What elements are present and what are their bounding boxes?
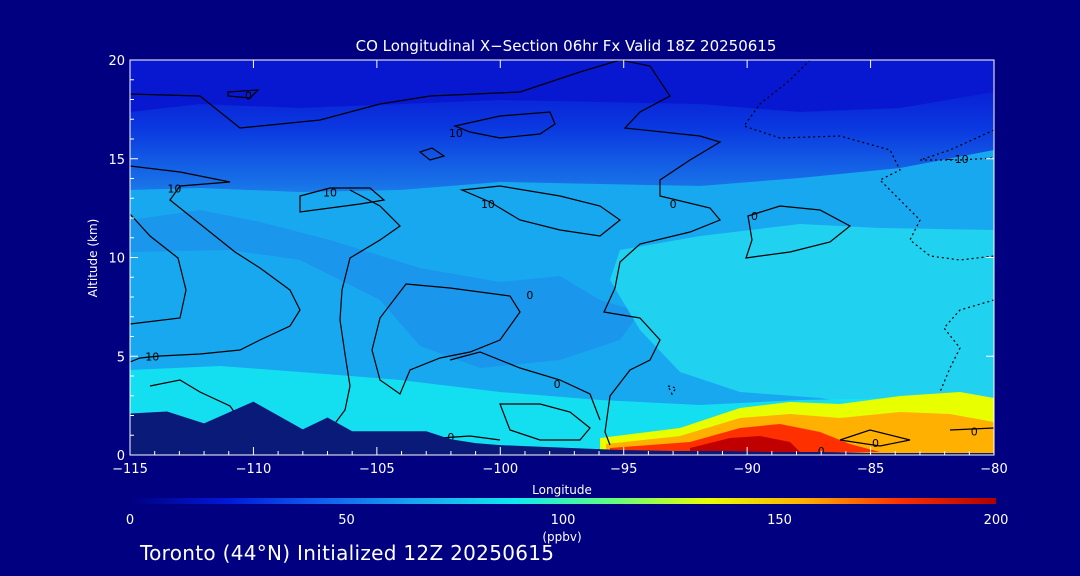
contour-label: 10 <box>481 198 495 211</box>
contour-label: 0 <box>670 198 677 211</box>
colorbar-tick-label: 100 <box>551 513 576 528</box>
colorbar-tick-label: 50 <box>338 513 355 528</box>
contour-label: 10 <box>449 127 463 140</box>
x-axis-label: Longitude <box>532 483 592 497</box>
contour-lines-solid <box>130 60 994 447</box>
y-axis-label: Altitude (km) <box>86 219 100 298</box>
y-tick-label: 20 <box>108 54 125 69</box>
plot-area: 0 10 −10 10 10 10 0 0 0 10 0 0 0 0 0 <box>130 60 994 458</box>
x-tick-label: −95 <box>610 462 637 477</box>
x-tick-label: −85 <box>857 462 884 477</box>
field-band-mid <box>130 210 640 368</box>
y-axis: 0 5 10 15 20 <box>108 54 994 464</box>
footer-caption: Toronto (44°N) Initialized 12Z 20250615 <box>140 541 555 565</box>
contour-lines-dashed <box>666 60 994 396</box>
colorbar-ticks: 0 50 100 150 200 <box>126 513 1009 528</box>
contour-label: 0 <box>971 425 978 438</box>
x-tick-label: −100 <box>482 462 518 477</box>
x-tick-label: −105 <box>359 462 395 477</box>
chart-title: CO Longitudinal X−Section 06hr Fx Valid … <box>356 37 777 55</box>
x-axis: −115 −110 −105 −100 −95 −90 −85 −80 <box>112 60 1008 477</box>
contour-label: 0 <box>872 437 879 450</box>
colorbar <box>130 498 996 504</box>
x-tick-label: −80 <box>980 462 1007 477</box>
y-tick-label: 5 <box>117 350 125 365</box>
y-tick-label: 0 <box>117 449 125 464</box>
colorbar-tick-label: 0 <box>126 513 134 528</box>
contour-label: 10 <box>323 186 337 199</box>
colorbar-tick-label: 200 <box>984 513 1009 528</box>
colorbar-unit: (ppbv) <box>542 530 581 544</box>
colorbar-tick-label: 150 <box>767 513 792 528</box>
terrain-mask <box>130 401 994 455</box>
contour-label: 10 <box>167 182 181 195</box>
contour-label: 10 <box>145 350 159 363</box>
contour-label: −10 <box>945 153 968 166</box>
x-tick-label: −110 <box>236 462 272 477</box>
contour-label: 0 <box>526 289 533 302</box>
y-tick-label: 10 <box>108 252 125 267</box>
field-band-darkred <box>690 436 800 455</box>
x-tick-label: −115 <box>112 462 148 477</box>
contour-label: 0 <box>447 431 454 444</box>
contour-label: 0 <box>818 445 825 458</box>
contour-label: 0 <box>245 90 252 103</box>
field-band-cyan <box>610 224 994 430</box>
contour-label: 0 <box>554 378 561 391</box>
field-band-top <box>130 60 994 112</box>
contour-label: 0 <box>751 210 758 223</box>
x-tick-label: −90 <box>733 462 760 477</box>
y-tick-label: 15 <box>108 153 125 168</box>
